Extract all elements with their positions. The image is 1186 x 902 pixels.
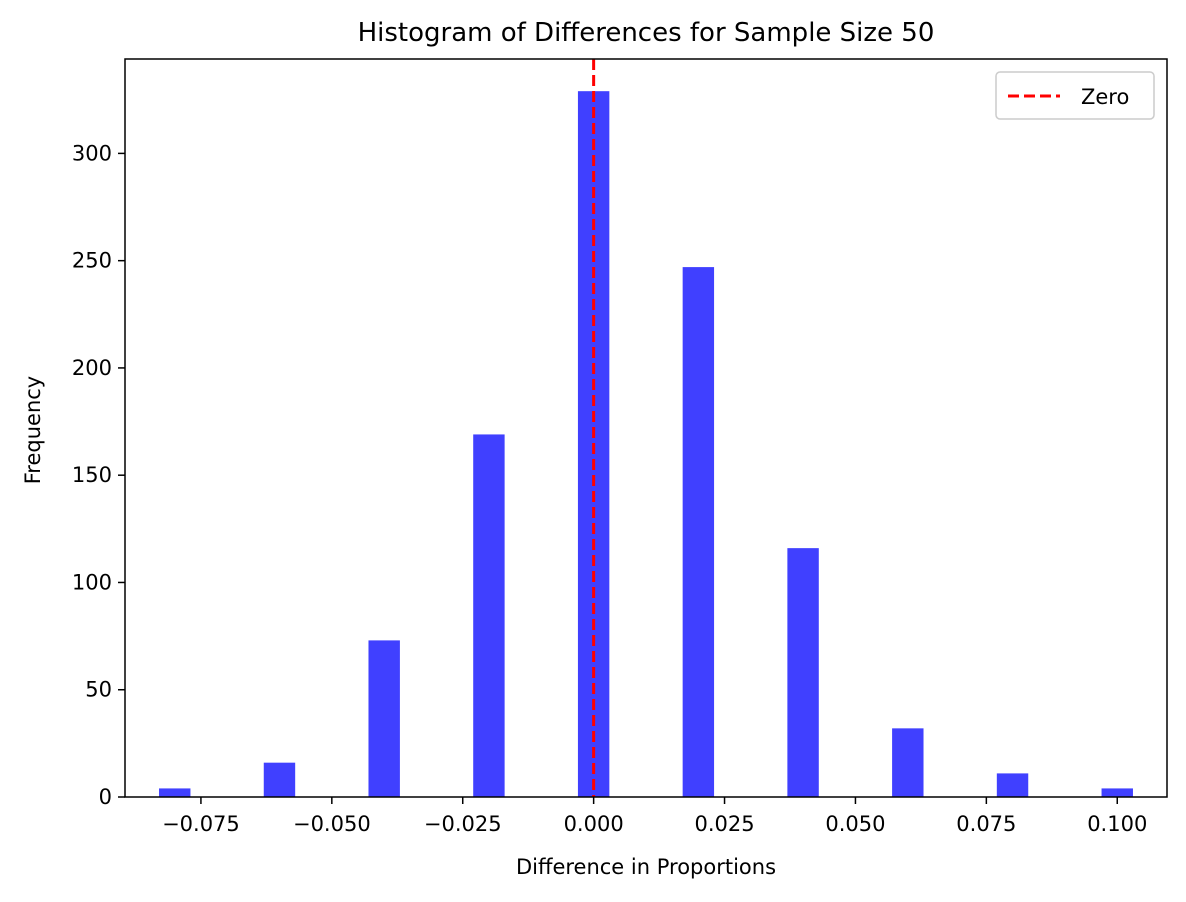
x-tick-label: −0.025	[424, 812, 502, 836]
x-axis-label: Difference in Proportions	[516, 855, 776, 879]
plot-frame	[124, 58, 1168, 798]
histogram-bar-9	[1101, 788, 1133, 797]
legend: Zero	[995, 71, 1155, 120]
legend-label-zero: Zero	[1081, 85, 1129, 109]
y-tick-label: 50	[85, 678, 112, 702]
legend-box	[995, 71, 1155, 120]
x-axis: −0.075 −0.050 −0.025 0.000 0.025 0.050 0.075 0.…	[162, 797, 1147, 836]
y-axis-label: Frequency	[21, 376, 45, 485]
histogram-bar-6	[787, 548, 819, 797]
y-tick-label: 0	[99, 785, 112, 809]
x-tick-label: −0.050	[293, 812, 371, 836]
histogram-bar-1	[263, 762, 296, 797]
bars-layer	[159, 91, 1133, 797]
y-tick-label: 250	[72, 249, 112, 273]
x-tick-label: −0.075	[162, 812, 240, 836]
histogram-bar-2	[368, 640, 400, 797]
x-tick-label: 0.025	[694, 812, 754, 836]
y-tick-label: 300	[72, 141, 112, 165]
y-tick-label: 200	[72, 356, 112, 380]
histogram-bar-7	[892, 728, 924, 797]
x-tick-label: 0.000	[564, 812, 624, 836]
y-axis: 0 50 100 150 200 250 300	[72, 141, 125, 809]
histogram-bar-5	[682, 267, 715, 797]
x-tick-label: 0.050	[825, 812, 885, 836]
x-tick-label: 0.100	[1087, 812, 1147, 836]
x-tick-label: 0.075	[956, 812, 1016, 836]
histogram-bar-3	[473, 434, 505, 797]
histogram-bar-8	[996, 773, 1029, 797]
histogram-bar-0	[159, 788, 191, 797]
y-tick-label: 100	[72, 570, 112, 594]
y-tick-label: 150	[72, 463, 112, 487]
chart-title: Histogram of Differences for Sample Size…	[358, 18, 935, 48]
